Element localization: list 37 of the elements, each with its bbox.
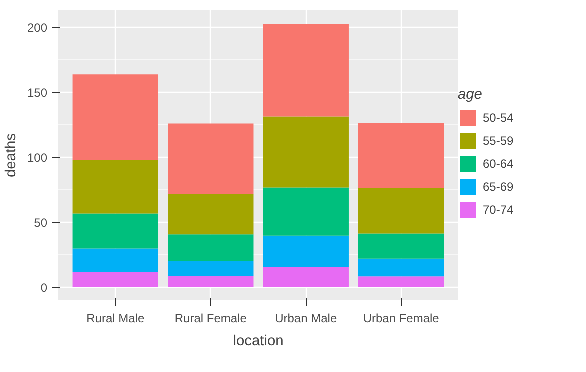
x-tick-label: Urban Female	[363, 312, 440, 326]
legend-label: 70-74	[483, 203, 514, 217]
bar	[358, 234, 444, 259]
bar	[168, 194, 254, 235]
bar	[72, 160, 158, 214]
bar	[263, 24, 349, 117]
x-tick-label: Urban Male	[275, 312, 338, 326]
bar	[263, 116, 349, 188]
x-axis-title: location	[233, 334, 284, 350]
bar	[168, 276, 254, 288]
y-tick-label: 100	[27, 150, 48, 165]
bar	[263, 267, 349, 288]
x-tick-label: Rural Male	[86, 312, 145, 326]
y-tick-label: 0	[40, 280, 48, 295]
bar	[358, 258, 444, 277]
legend-title: age	[458, 87, 484, 103]
bar	[168, 124, 254, 194]
bar	[168, 234, 254, 261]
bar	[358, 276, 444, 288]
bar	[168, 260, 254, 276]
legend-label: 55-59	[483, 134, 514, 148]
x-tick-label: Rural Female	[174, 312, 248, 326]
legend-label: 60-64	[483, 157, 514, 171]
y-tick-label: 50	[34, 216, 48, 230]
bar	[358, 188, 444, 234]
legend-label: 65-69	[483, 180, 514, 194]
bar	[263, 236, 349, 268]
bar	[72, 214, 158, 249]
y-axis-title: deaths	[3, 133, 20, 178]
y-tick-label: 150	[27, 86, 48, 100]
bar	[72, 272, 158, 288]
bar	[72, 248, 158, 272]
bar	[358, 123, 444, 188]
bar	[263, 188, 349, 236]
y-tick-label: 200	[27, 20, 48, 35]
legend-label: 50-54	[483, 111, 514, 125]
bar	[72, 74, 158, 160]
